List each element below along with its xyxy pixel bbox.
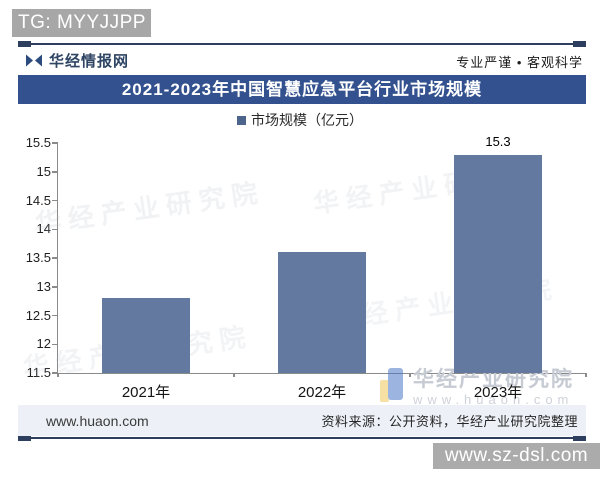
x-axis-tick-mark	[585, 373, 587, 377]
footer-divider-line	[18, 435, 586, 441]
bar-value-label: 15.3	[485, 133, 511, 149]
x-axis-tick-mark	[57, 373, 59, 377]
x-axis-category-label: 2021年	[121, 384, 171, 401]
y-axis-tick-mark	[52, 171, 58, 173]
bar-2023年	[454, 154, 542, 373]
bar-chart-plot-area: 15.5 15 14.5 14 13.5 13 12.5 12 11.5 2021年 2022年 15…	[26, 134, 587, 401]
y-axis-tick-mark	[52, 314, 58, 317]
divider-endcap-right	[573, 41, 586, 47]
y-axis-tick-label: 14.5	[25, 192, 51, 208]
y-axis-tick-label: 14	[36, 221, 51, 237]
y-axis-tick-label: 15	[36, 163, 51, 179]
y-axis-tick-mark	[52, 372, 58, 374]
y-axis-tick-mark	[52, 343, 58, 345]
y-axis-tick-label: 11.5	[26, 365, 51, 380]
y-axis-tick-mark	[52, 228, 58, 230]
site-brand: 华经情报网	[25, 50, 129, 70]
chart-title-banner: 2021-2023年中国智慧应急平台行业市场规模	[18, 75, 586, 104]
y-axis-tick-label: 12.5	[25, 307, 51, 323]
x-axis-category-label: 2022年	[297, 384, 347, 401]
y-axis-tick-label: 13.5	[25, 250, 51, 265]
brand-name: 华经情报网	[49, 52, 130, 70]
y-axis-tick-mark	[52, 142, 58, 144]
divider-endcap-left	[18, 435, 31, 441]
divider-endcap-left	[18, 41, 31, 47]
footer-site-url: www.huaon.com	[46, 412, 149, 429]
bar-2022年	[278, 252, 366, 373]
chart-legend: 市场规模（亿元）	[0, 110, 600, 130]
x-axis-tick-mark	[233, 373, 235, 377]
y-axis-tick-label: 15.5	[25, 135, 51, 150]
huajing-logo-icon	[25, 54, 43, 67]
y-axis-tick-mark	[52, 257, 58, 259]
header-slogan: 专业严谨 • 客观科学	[456, 55, 583, 70]
szdsl-watermark-badge: www.sz-dsl.com	[433, 443, 600, 469]
legend-swatch	[237, 116, 246, 125]
tg-contact-badge: TG: MYYJJPP	[12, 9, 151, 37]
y-axis-tick-label: 13	[36, 278, 51, 294]
y-axis-tick-mark	[52, 199, 58, 202]
x-axis-tick-mark	[409, 373, 411, 377]
legend-label: 市场规模（亿元）	[251, 112, 363, 128]
header-divider-line	[18, 41, 586, 47]
footer-strip: www.huaon.com 资料来源：公开资料，华经产业研究院整理	[18, 405, 586, 436]
bar-2021年	[102, 298, 190, 373]
footer-source-note: 资料来源：公开资料，华经产业研究院整理	[321, 414, 578, 429]
y-axis-tick-label: 12	[36, 336, 51, 352]
divider-endcap-right	[573, 435, 586, 441]
x-axis-category-label: 2023年	[473, 384, 523, 401]
y-axis-tick-mark	[52, 286, 58, 288]
